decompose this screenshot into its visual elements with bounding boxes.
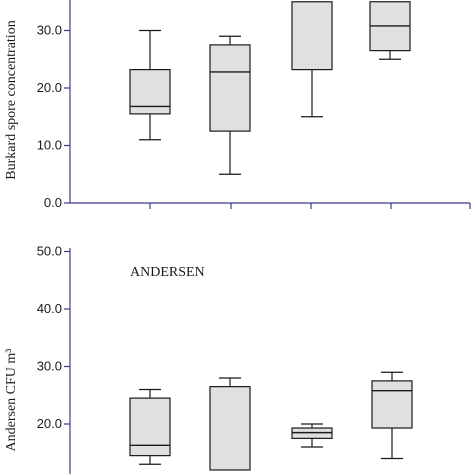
y-tick-label: 0.0 [44, 195, 62, 210]
y-tick-label: 20.0 [37, 80, 62, 95]
y-tick-label: 40.0 [37, 301, 62, 316]
panel-annotation: ANDERSEN [130, 265, 205, 280]
y-axis-title: Andersen CFU m³ [4, 349, 19, 452]
y-tick-label: 20.0 [37, 416, 62, 431]
box-iqr [129, 68, 171, 115]
box-iqr [209, 44, 251, 132]
box-iqr [371, 380, 413, 429]
box-iqr [129, 397, 171, 457]
bottom-panel: 20.0 30.0 40.0 50.0 Andersen CFU m³ ANDERSEN [4, 244, 413, 474]
y-tick-label: 10.0 [37, 138, 62, 153]
top-panel: 0.0 10.0 20.0 30.0 Burkard spore concentrati… [4, 0, 471, 210]
y-axis-title: Burkard spore concentration [4, 20, 19, 179]
y-tick-label: 30.0 [37, 359, 62, 374]
y-tick-label: 30.0 [37, 23, 62, 38]
box-iqr [291, 1, 333, 71]
y-tick-label: 50.0 [37, 244, 62, 259]
box-iqr [209, 386, 251, 471]
